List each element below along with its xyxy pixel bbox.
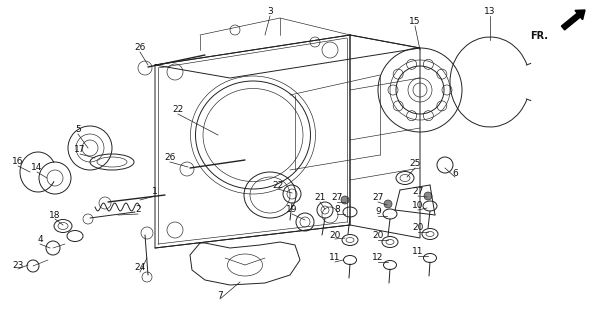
Text: 21: 21 [314,194,326,203]
Text: 7: 7 [217,291,223,300]
Text: 18: 18 [49,211,61,220]
Text: 8: 8 [334,205,340,214]
Text: 6: 6 [452,169,458,178]
Text: 12: 12 [372,253,383,262]
Text: 10: 10 [412,202,424,211]
Text: 16: 16 [12,157,24,166]
Text: 23: 23 [12,260,23,269]
Text: 22: 22 [272,180,284,189]
Text: 26: 26 [164,154,175,163]
Text: 9: 9 [375,207,381,217]
Text: 4: 4 [37,236,43,244]
Text: 24: 24 [135,263,145,273]
Text: 20: 20 [372,231,383,241]
Text: 5: 5 [75,125,81,134]
Text: 2: 2 [135,205,141,214]
Text: 27: 27 [412,188,424,196]
FancyArrow shape [561,10,585,30]
Text: 20: 20 [412,223,424,233]
Circle shape [384,200,392,208]
Circle shape [424,192,432,200]
Text: 11: 11 [412,247,424,257]
Text: 17: 17 [75,146,86,155]
Text: 22: 22 [172,106,184,115]
Text: FR.: FR. [530,31,548,41]
Text: 3: 3 [267,7,273,17]
Text: 14: 14 [31,164,43,172]
Text: 27: 27 [331,194,343,203]
Text: 15: 15 [409,18,421,27]
Text: 20: 20 [329,230,341,239]
Text: 13: 13 [484,7,496,17]
Text: 25: 25 [409,159,421,169]
Text: 26: 26 [134,44,145,52]
Text: 1: 1 [152,188,158,196]
Text: 11: 11 [329,253,341,262]
Circle shape [341,196,349,204]
Text: 27: 27 [372,194,383,203]
Text: 19: 19 [286,205,297,214]
